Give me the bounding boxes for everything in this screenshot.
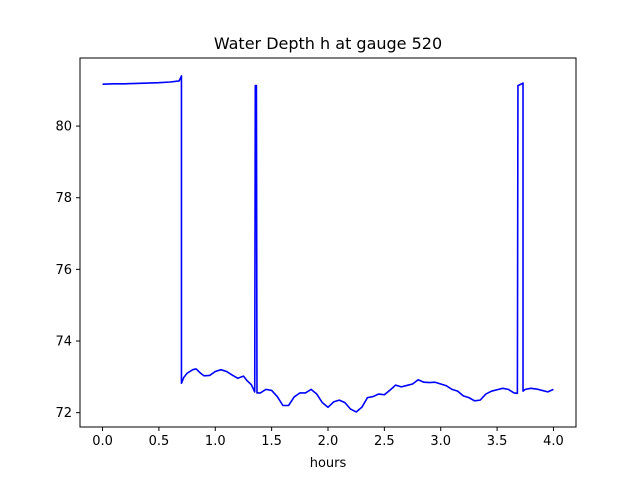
x-axis-ticks: 0.0 0.5 1.0 1.5 2.0 2.5 3.0 3.5 4.0 [92, 427, 564, 449]
chart-title: Water Depth h at gauge 520 [214, 34, 442, 53]
x-axis-label: hours [310, 456, 347, 471]
y-tick-label: 78 [55, 191, 72, 206]
x-tick-label: 0.5 [149, 434, 170, 449]
x-tick-label: 3.0 [430, 434, 451, 449]
y-tick-label: 74 [55, 335, 72, 350]
y-tick-label: 80 [55, 120, 72, 135]
y-tick-label: 76 [55, 263, 72, 278]
x-tick-label: 0.0 [92, 434, 113, 449]
x-tick-label: 4.0 [543, 434, 564, 449]
x-tick-label: 1.0 [205, 434, 226, 449]
plot-area [102, 75, 554, 413]
y-axis-ticks: 72 74 76 78 80 [55, 120, 80, 421]
series-line-0 [102, 75, 554, 413]
x-tick-label: 2.0 [318, 434, 339, 449]
plot-frame [79, 57, 577, 428]
x-tick-label: 1.5 [261, 434, 282, 449]
y-tick-label: 72 [55, 406, 72, 421]
x-tick-label: 2.5 [374, 434, 395, 449]
x-tick-label: 3.5 [487, 434, 508, 449]
